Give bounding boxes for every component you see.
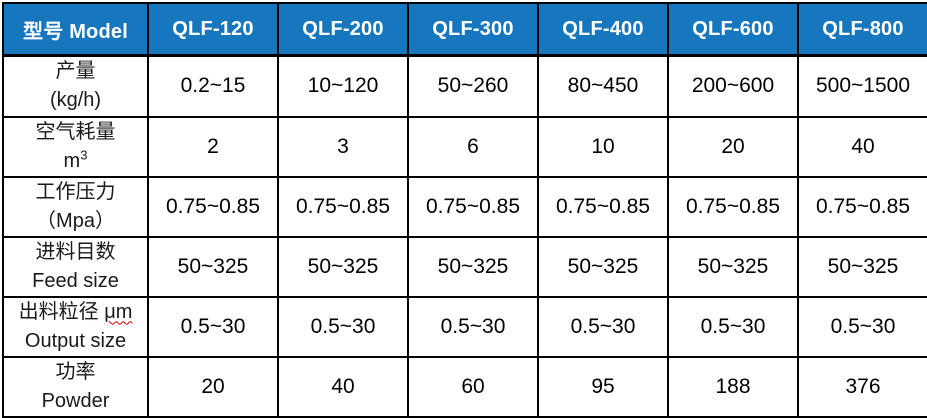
header-cell-model: 型号 Model bbox=[2, 2, 149, 57]
value-cell: 20 bbox=[667, 115, 799, 178]
row-label-power: 功率 Powder bbox=[2, 355, 149, 418]
header-cell-qlf-200: QLF-200 bbox=[277, 2, 409, 57]
value-cell: 200~600 bbox=[667, 54, 799, 118]
value-cell: 0.5~30 bbox=[147, 295, 279, 358]
row-label-line2: Output size bbox=[24, 329, 127, 352]
value-cell: 376 bbox=[797, 355, 927, 418]
value-cell: 0.75~0.85 bbox=[797, 175, 927, 238]
value-cell: 0.5~30 bbox=[667, 295, 799, 358]
value-cell: 0.75~0.85 bbox=[667, 175, 799, 238]
row-label-output-capacity: 产量 (kg/h) bbox=[2, 54, 149, 118]
row-label-line2: Powder bbox=[41, 389, 110, 412]
value-cell: 6 bbox=[407, 115, 539, 178]
row-label-line1: 产量 bbox=[55, 60, 96, 83]
header-cell-qlf-120: QLF-120 bbox=[147, 2, 279, 57]
value-cell: 0.75~0.85 bbox=[407, 175, 539, 238]
row-label-line2: （Mpa） bbox=[36, 209, 115, 232]
value-cell: 10 bbox=[537, 115, 669, 178]
table-row-power: 功率 Powder 20 40 60 95 188 376 bbox=[2, 355, 927, 418]
value-cell: 20 bbox=[147, 355, 279, 418]
table-row-output-size: 出料粒径 μm Output size 0.5~30 0.5~30 0.5~30… bbox=[2, 295, 927, 358]
value-cell: 50~260 bbox=[407, 54, 539, 118]
row-label-line1: 空气耗量 bbox=[35, 120, 116, 143]
table-row-feed-size: 进料目数 Feed size 50~325 50~325 50~325 50~3… bbox=[2, 235, 927, 298]
micron-unit-misspell: μm bbox=[104, 300, 133, 323]
table-row-output-capacity: 产量 (kg/h) 0.2~15 10~120 50~260 80~450 20… bbox=[2, 54, 927, 118]
value-cell: 50~325 bbox=[147, 235, 279, 298]
row-label-line1: 出料粒径 bbox=[18, 300, 99, 323]
value-cell: 0.5~30 bbox=[537, 295, 669, 358]
row-label-working-pressure: 工作压力 （Mpa） bbox=[2, 175, 149, 238]
row-label-line2: m bbox=[63, 149, 81, 172]
value-cell: 60 bbox=[407, 355, 539, 418]
value-cell: 0.75~0.85 bbox=[537, 175, 669, 238]
value-cell: 0.5~30 bbox=[407, 295, 539, 358]
row-label-line2: (kg/h) bbox=[49, 89, 102, 112]
value-cell: 50~325 bbox=[667, 235, 799, 298]
value-cell: 40 bbox=[277, 355, 409, 418]
table-row-working-pressure: 工作压力 （Mpa） 0.75~0.85 0.75~0.85 0.75~0.85… bbox=[2, 175, 927, 238]
row-label-output-size: 出料粒径 μm Output size bbox=[2, 295, 149, 358]
value-cell: 0.75~0.85 bbox=[147, 175, 279, 238]
row-label-line1: 进料目数 bbox=[35, 240, 116, 263]
header-cell-qlf-300: QLF-300 bbox=[407, 2, 539, 57]
row-label-line2: Feed size bbox=[32, 269, 119, 292]
value-cell: 0.75~0.85 bbox=[277, 175, 409, 238]
header-cell-qlf-600: QLF-600 bbox=[667, 2, 799, 57]
row-label-air-consumption: 空气耗量 m3 bbox=[2, 115, 149, 178]
value-cell: 40 bbox=[797, 115, 927, 178]
row-label-line1: 功率 bbox=[55, 360, 96, 383]
cubic-superscript: 3 bbox=[80, 146, 88, 162]
value-cell: 95 bbox=[537, 355, 669, 418]
value-cell: 500~1500 bbox=[797, 54, 927, 118]
header-cell-qlf-400: QLF-400 bbox=[537, 2, 669, 57]
value-cell: 80~450 bbox=[537, 54, 669, 118]
row-label-line1: 工作压力 bbox=[35, 180, 116, 203]
table-row-air-consumption: 空气耗量 m3 2 3 6 10 20 40 bbox=[2, 115, 927, 178]
value-cell: 0.5~30 bbox=[797, 295, 927, 358]
value-cell: 188 bbox=[667, 355, 799, 418]
value-cell: 50~325 bbox=[407, 235, 539, 298]
header-row: 型号 Model QLF-120 QLF-200 QLF-300 QLF-400… bbox=[2, 2, 927, 57]
value-cell: 0.5~30 bbox=[277, 295, 409, 358]
value-cell: 50~325 bbox=[797, 235, 927, 298]
header-cell-qlf-800: QLF-800 bbox=[797, 2, 927, 57]
value-cell: 0.2~15 bbox=[147, 54, 279, 118]
row-label-feed-size: 进料目数 Feed size bbox=[2, 235, 149, 298]
value-cell: 3 bbox=[277, 115, 409, 178]
value-cell: 50~325 bbox=[537, 235, 669, 298]
value-cell: 50~325 bbox=[277, 235, 409, 298]
value-cell: 2 bbox=[147, 115, 279, 178]
value-cell: 10~120 bbox=[277, 54, 409, 118]
